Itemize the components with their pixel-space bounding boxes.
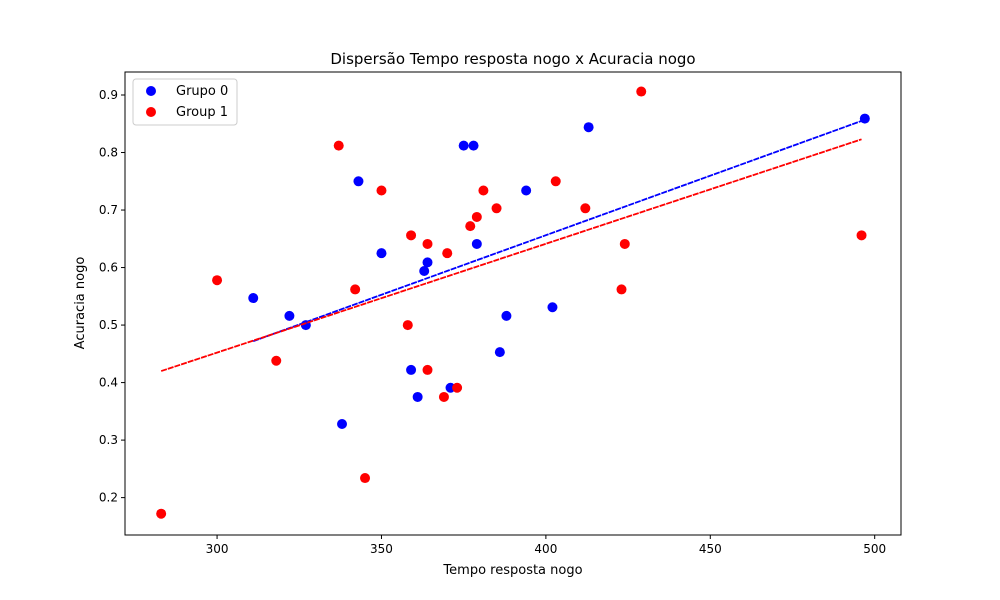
- series-1-point: [156, 508, 167, 519]
- legend-marker: [146, 86, 156, 96]
- y-tick-label: 0.8: [99, 146, 118, 160]
- series-1-point: [478, 185, 489, 196]
- series-0-point: [501, 310, 512, 321]
- series-0-point: [422, 257, 433, 268]
- y-axis-label: Acuracia nogo: [73, 257, 88, 350]
- x-tick-label: 350: [370, 542, 393, 556]
- y-tick-label: 0.5: [99, 318, 118, 332]
- series-1-point: [271, 355, 282, 366]
- series-1-point: [402, 320, 413, 331]
- series-1-point: [438, 391, 449, 402]
- series-0-point: [419, 266, 430, 277]
- series-1-point: [422, 238, 433, 249]
- legend-box: [132, 78, 238, 126]
- x-tick-label: 300: [206, 542, 229, 556]
- series-1-point: [406, 230, 417, 241]
- series-1-point: [550, 176, 561, 187]
- series-1-point: [442, 248, 453, 259]
- series-0-point: [547, 302, 558, 313]
- series-0-point: [521, 185, 532, 196]
- series-1-point: [856, 230, 867, 241]
- series-1-point: [452, 382, 463, 393]
- series-1-point: [580, 203, 591, 214]
- series-1-point: [333, 140, 344, 151]
- legend-label: Grupo 0: [176, 84, 228, 99]
- axes-frame: [124, 71, 902, 536]
- x-tick-label: 450: [699, 542, 722, 556]
- series-1-point: [422, 364, 433, 375]
- series-0-point: [468, 140, 479, 151]
- series-0-point: [353, 176, 364, 187]
- series-1-point: [376, 185, 387, 196]
- series-0-point: [412, 391, 423, 402]
- y-tick-label: 0.3: [99, 433, 118, 447]
- series-1-point: [471, 211, 482, 222]
- series-1-point: [350, 284, 361, 295]
- x-axis-ticks: 300 350 400 450 500: [206, 535, 886, 556]
- series-0-point: [284, 310, 295, 321]
- series-0-point: [859, 113, 870, 124]
- series-0-point: [583, 122, 594, 133]
- legend-label: Group 1: [176, 105, 228, 120]
- series-1-point: [619, 238, 630, 249]
- y-tick-label: 0.9: [99, 88, 118, 102]
- series-0-point: [406, 364, 417, 375]
- series-0-trendline: [252, 118, 866, 343]
- series-0-point: [494, 347, 505, 358]
- series-1-point: [616, 284, 627, 295]
- series-1-point: [491, 203, 502, 214]
- series-1-point: [360, 473, 371, 484]
- x-tick-label: 500: [863, 542, 886, 556]
- legend: Grupo 0 Group 1: [132, 78, 238, 126]
- chart-title: Dispersão Tempo resposta nogo x Acuracia…: [330, 50, 695, 68]
- series-1-point: [212, 275, 223, 286]
- series-1-point: [636, 86, 647, 97]
- legend-marker: [146, 107, 156, 117]
- y-tick-label: 0.6: [99, 261, 118, 275]
- series-0-point: [471, 238, 482, 249]
- series-0-point: [376, 248, 387, 259]
- plot-area: [156, 86, 870, 519]
- y-axis-ticks: 0.2 0.3 0.4 0.5 0.6 0.7 0.8 0.9: [99, 88, 125, 505]
- y-tick-label: 0.2: [99, 491, 118, 505]
- y-tick-label: 0.7: [99, 203, 118, 217]
- series-1-point: [465, 221, 476, 232]
- series-1-trendline: [160, 138, 862, 372]
- x-tick-label: 400: [534, 542, 557, 556]
- x-axis-label: Tempo resposta nogo: [442, 563, 582, 578]
- series-0-point: [337, 418, 348, 429]
- y-tick-label: 0.4: [99, 376, 118, 390]
- series-0-point: [248, 293, 259, 304]
- series-0-point: [458, 140, 469, 151]
